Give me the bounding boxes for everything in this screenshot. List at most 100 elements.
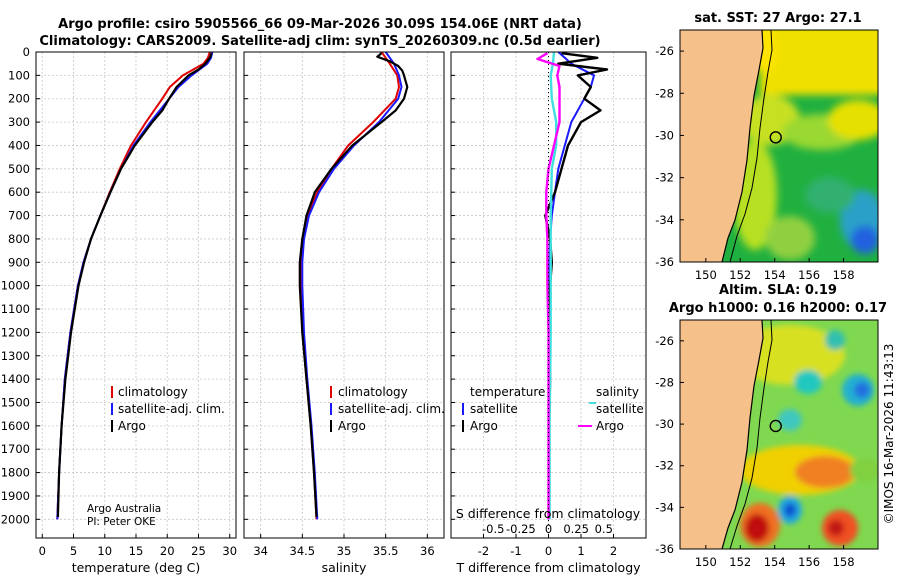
map-y-tick-label: -36 xyxy=(655,255,674,269)
s-tick-label: 0.25 xyxy=(563,522,589,536)
map-y-tick-label: -26 xyxy=(655,44,674,58)
x-tick-label: 35 xyxy=(337,544,352,558)
sst-map xyxy=(680,30,878,262)
sla-red-core xyxy=(745,514,769,542)
y-tick-label: 1400 xyxy=(1,372,30,386)
x-tick-label: 34.5 xyxy=(290,544,316,558)
s-tick-label: -0.5 xyxy=(482,522,504,536)
sla-cyan-eddy-1 xyxy=(794,370,822,394)
diff-legend-tsat-label: satellite xyxy=(470,402,518,416)
y-tick-label: 1500 xyxy=(1,395,30,409)
sla-cyan-eddy-3 xyxy=(825,330,845,350)
difference-panel: -2 -1 0 1 2 T difference from climatology -0.5… xyxy=(450,51,647,575)
x-tick-label: 35.5 xyxy=(373,544,399,558)
float-position-marker xyxy=(769,419,782,433)
y-tick-label: 1300 xyxy=(1,349,30,363)
map-x-tick-label: 154 xyxy=(764,555,786,569)
sal-legend-climatology-label: climatology xyxy=(338,385,408,399)
sst-yellow-east xyxy=(828,100,878,140)
sst-green-core xyxy=(805,177,855,213)
y-tick-label: 700 xyxy=(8,209,30,223)
x-tick-label: 1 xyxy=(577,544,584,558)
x-tick-label: 15 xyxy=(129,544,144,558)
map-y-tick-label: -34 xyxy=(655,213,674,227)
sla-isobath xyxy=(729,320,773,549)
x-tick-label: 10 xyxy=(97,544,112,558)
diff-legend-targo-label: Argo xyxy=(470,419,498,433)
sla-land xyxy=(680,320,763,549)
legend-argo-label: Argo xyxy=(118,419,146,433)
y-tick-label: 0 xyxy=(23,45,30,59)
sst-map-frame xyxy=(679,29,879,263)
series-s-argo-line xyxy=(536,52,561,520)
sst-map-title: sat. SST: 27 Argo: 27.1 xyxy=(694,11,861,26)
credit-line1: Argo Australia xyxy=(87,503,161,515)
y-tick-label: 1200 xyxy=(1,325,30,339)
salinity-panel: 34 34.5 35 35.5 36 salinity xyxy=(243,51,445,575)
map-y-tick-label: -34 xyxy=(655,500,674,514)
x-tick-label: 36 xyxy=(420,544,435,558)
series-s-satellite-line xyxy=(548,51,558,520)
y-tick-label: 800 xyxy=(8,232,30,246)
map-y-tick-label: -30 xyxy=(655,417,674,431)
y-tick-label: 1600 xyxy=(1,419,30,433)
x-axis-label: temperature (deg C) xyxy=(72,560,201,575)
y-tick-label: 400 xyxy=(8,138,30,152)
diff-legend-temperature-title: temperature xyxy=(470,385,545,399)
sst-coastline xyxy=(721,30,764,262)
series-t-argo-line xyxy=(544,52,609,517)
sla-green-east xyxy=(850,458,878,482)
x-tick-label: 34 xyxy=(253,544,268,558)
diff-legend-ssat-label: satellite xyxy=(596,402,644,416)
s-tick-label: 0.5 xyxy=(595,522,613,536)
figure-title-line2: Climatology: CARS2009. Satellite-adj cli… xyxy=(39,34,600,49)
x-tick-label: 2 xyxy=(610,544,617,558)
difference-legend: temperature salinity satellite Argo sate… xyxy=(462,385,644,433)
map-x-tick-label: 152 xyxy=(729,268,751,282)
x-tick-label: 0 xyxy=(545,544,552,558)
sla-map-title-line2: Argo h1000: 0.16 h2000: 0.17 xyxy=(669,301,887,316)
y-tick-label: 2000 xyxy=(1,512,30,526)
y-tick-label: 1900 xyxy=(1,489,30,503)
y-tick-label: 500 xyxy=(8,162,30,176)
y-tick-label: 100 xyxy=(8,68,30,82)
sst-map-axes: 150 152 154 156 158 -26 -28 -30 -32 -34 -36 xyxy=(655,44,854,282)
y-tick-label: 1100 xyxy=(1,302,30,316)
x-axis-label: T difference from climatology xyxy=(455,560,641,575)
map-y-tick-label: -26 xyxy=(655,334,674,348)
y-tick-label: 600 xyxy=(8,185,30,199)
map-x-tick-label: 152 xyxy=(729,555,751,569)
sal-legend-argo-label: Argo xyxy=(338,419,366,433)
sla-cyan-eddy-4 xyxy=(778,409,802,431)
sst-warm-north xyxy=(760,30,878,95)
imos-timestamp: ©IMOS 16-Mar-2026 11:43:13 xyxy=(882,344,896,525)
x-tick-label: 5 xyxy=(70,544,77,558)
y-tick-label: 300 xyxy=(8,115,30,129)
map-x-tick-label: 156 xyxy=(798,268,820,282)
sla-orange xyxy=(795,456,855,488)
x-tick-label: -2 xyxy=(478,544,489,558)
map-x-tick-label: 158 xyxy=(833,268,855,282)
x-tick-label: 25 xyxy=(191,544,206,558)
s-diff-axis-label: S difference from climatology xyxy=(456,506,641,521)
x-tick-label: 30 xyxy=(222,544,237,558)
map-y-tick-label: -30 xyxy=(655,128,674,142)
map-x-tick-label: 150 xyxy=(695,555,717,569)
sla-blue-core xyxy=(784,503,796,517)
temperature-panel: 0 5 10 15 20 25 30 temperature (deg C) 0 100 200 30… xyxy=(1,45,237,575)
sla-red-east-core xyxy=(828,520,844,536)
diff-legend-sargo-label: Argo xyxy=(596,419,624,433)
sla-map-frame xyxy=(679,319,879,550)
map-y-tick-label: -28 xyxy=(655,375,674,389)
x-axis-label: salinity xyxy=(322,560,367,575)
sla-map-title-line1: Altim. SLA: 0.19 xyxy=(719,283,837,298)
y-tick-label: 200 xyxy=(8,92,30,106)
legend-satellite-label: satellite-adj. clim. xyxy=(118,402,225,416)
figure-title-line1: Argo profile: csiro 5905566_66 09-Mar-20… xyxy=(58,17,582,32)
legend-climatology-label: climatology xyxy=(118,385,188,399)
series-argo-line xyxy=(298,52,409,518)
s-tick-label: 0 xyxy=(545,522,552,536)
sla-blue-core-2 xyxy=(854,382,870,398)
temperature-legend: climatology satellite-adj. clim. Argo xyxy=(111,385,225,433)
map-x-tick-label: 156 xyxy=(798,555,820,569)
